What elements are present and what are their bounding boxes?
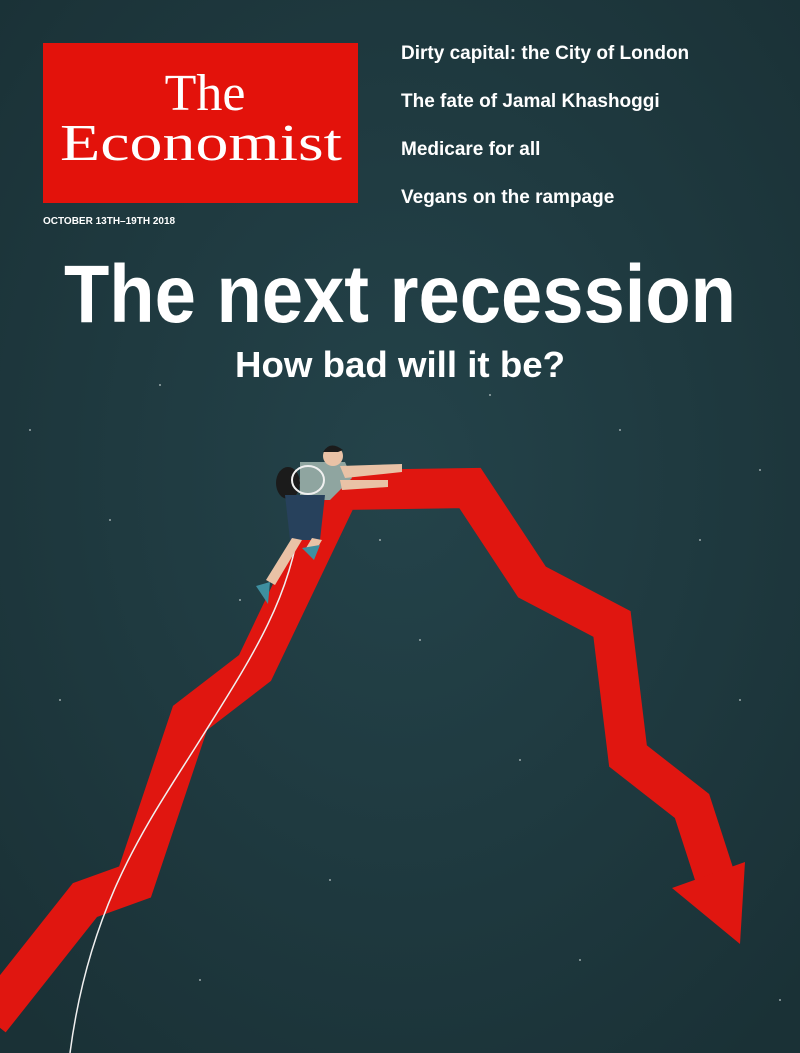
masthead-the: The [165, 65, 246, 122]
trend-arrow [0, 467, 736, 1033]
stars [29, 299, 781, 1001]
arrow-head [672, 862, 745, 944]
cover-line: Vegans on the rampage [401, 187, 614, 208]
masthead-economist: Economist [60, 115, 343, 172]
subheadline: How bad will it be? [235, 344, 565, 385]
issue-date: OCTOBER 13TH–19TH 2018 [43, 216, 176, 227]
masthead-box [43, 43, 358, 203]
cover-line: Dirty capital: the City of London [401, 43, 689, 64]
cover-line: The fate of Jamal Khashoggi [401, 91, 660, 112]
climber [256, 445, 402, 604]
cover-line: Medicare for all [401, 139, 540, 160]
headline: The next recession [64, 249, 736, 340]
